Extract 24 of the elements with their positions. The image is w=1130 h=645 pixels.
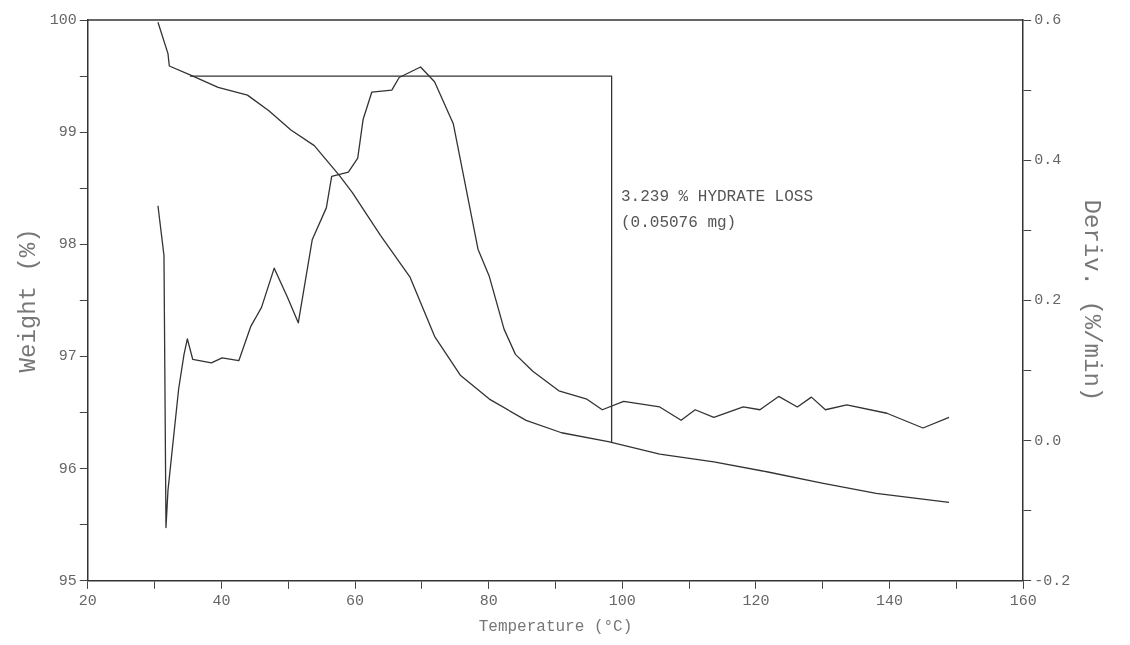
annotation: 3.239 % HYDRATE LOSS	[620, 187, 814, 206]
y-axis-title: Weight (%)	[14, 228, 42, 373]
y2-tick-label: -0.2	[1034, 572, 1071, 590]
x-tick-label: 80	[479, 592, 498, 610]
y-tick-label: 98	[58, 236, 77, 254]
x-tick-label: 140	[876, 592, 904, 610]
x-tick-label: 60	[346, 592, 365, 610]
y2-tick-label: 0.2	[1034, 292, 1062, 310]
x-tick-label: 100	[608, 592, 636, 610]
x-tick-label: 160	[1009, 592, 1037, 610]
y-tick-label: 96	[58, 460, 77, 478]
y-tick-label: 97	[58, 348, 77, 366]
y-tick-label: 95	[58, 572, 77, 590]
y2-axis-title: Deriv. (%/min)	[1078, 199, 1106, 402]
y-tick-label: 99	[58, 124, 77, 142]
y2-tick-label: 0.0	[1034, 432, 1062, 450]
x-axis-title: Temperature (°C)	[478, 617, 633, 636]
x-tick-label: 20	[78, 592, 97, 610]
x-tick-label: 120	[742, 592, 770, 610]
annotation: (0.05076 mg)	[620, 213, 737, 232]
y2-tick-label: 0.4	[1034, 152, 1062, 170]
y2-tick-label: 0.6	[1034, 11, 1062, 29]
y-tick-label: 100	[49, 11, 77, 29]
x-tick-label: 40	[212, 592, 231, 610]
